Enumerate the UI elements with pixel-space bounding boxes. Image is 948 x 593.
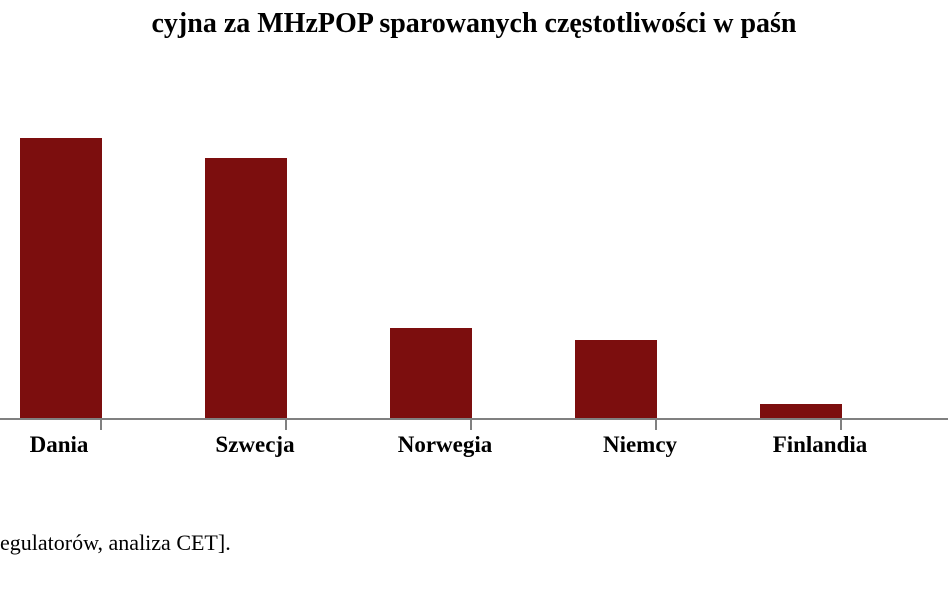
chart-footer-source: egulatorów, analiza CET]. xyxy=(0,530,231,556)
bar-dania xyxy=(20,138,102,418)
x-tick xyxy=(840,420,842,430)
x-label-szwecja: Szwecja xyxy=(170,432,340,458)
bar-niemcy xyxy=(575,340,657,418)
x-label-niemcy: Niemcy xyxy=(545,432,735,458)
x-label-finlandia: Finlandia xyxy=(720,432,920,458)
x-tick xyxy=(100,420,102,430)
x-tick xyxy=(655,420,657,430)
x-tick xyxy=(470,420,472,430)
x-tick xyxy=(285,420,287,430)
chart-title: cyjna za MHzPOP sparowanych częstotliwoś… xyxy=(0,8,948,40)
x-label-dania: Dania xyxy=(0,432,124,458)
bar-norwegia xyxy=(390,328,472,418)
chart-baseline xyxy=(0,418,948,420)
bar-szwecja xyxy=(205,158,287,418)
chart-plot-area xyxy=(0,110,948,420)
x-axis-labels: Dania Szwecja Norwegia Niemcy Finlandia xyxy=(0,432,948,472)
x-label-norwegia: Norwegia xyxy=(345,432,545,458)
bar-finlandia xyxy=(760,404,842,418)
